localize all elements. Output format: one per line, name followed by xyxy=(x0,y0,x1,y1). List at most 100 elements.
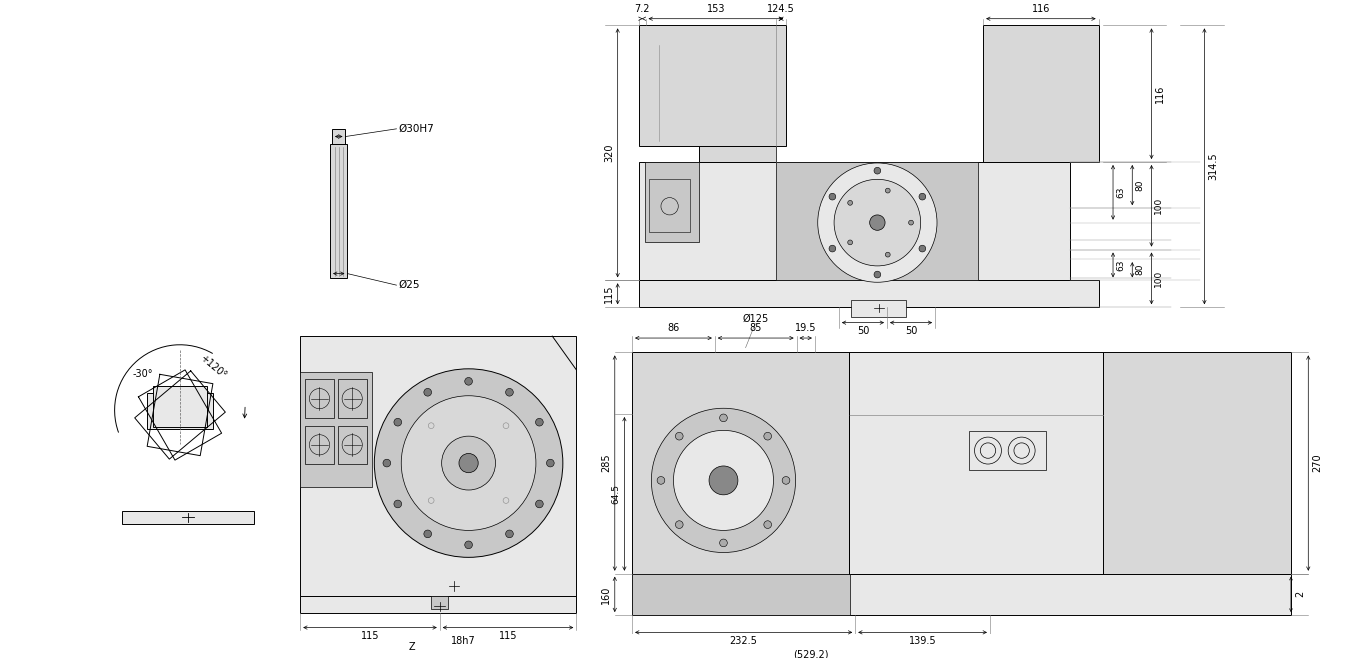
Text: 285: 285 xyxy=(601,454,611,472)
Circle shape xyxy=(384,459,390,467)
Bar xyxy=(148,393,212,430)
Text: 80: 80 xyxy=(1136,180,1144,191)
Text: -30°: -30° xyxy=(133,368,153,378)
Circle shape xyxy=(710,466,738,495)
Circle shape xyxy=(848,240,852,245)
Bar xyxy=(306,426,334,464)
Bar xyxy=(645,162,700,242)
Text: 19.5: 19.5 xyxy=(795,323,817,333)
Text: 232.5: 232.5 xyxy=(730,636,758,646)
Text: Ø125: Ø125 xyxy=(743,314,769,324)
Text: 115: 115 xyxy=(360,632,379,642)
Bar xyxy=(300,595,577,613)
Circle shape xyxy=(536,418,544,426)
Circle shape xyxy=(829,193,836,200)
Text: 314.5: 314.5 xyxy=(1208,153,1218,180)
Circle shape xyxy=(464,378,473,385)
Circle shape xyxy=(719,539,727,547)
Circle shape xyxy=(506,530,514,538)
Bar xyxy=(632,574,1291,615)
Circle shape xyxy=(401,395,536,530)
Circle shape xyxy=(908,220,914,225)
Bar xyxy=(848,353,1103,574)
Bar xyxy=(777,162,978,280)
Text: +120°: +120° xyxy=(197,353,227,381)
Circle shape xyxy=(834,180,921,266)
Bar xyxy=(153,386,207,426)
Bar xyxy=(700,145,777,162)
Circle shape xyxy=(829,245,836,252)
Text: 18h7: 18h7 xyxy=(451,636,475,646)
Text: 320: 320 xyxy=(604,143,614,162)
Circle shape xyxy=(919,193,926,200)
Bar xyxy=(122,511,253,524)
Bar xyxy=(969,432,1045,470)
Text: 80: 80 xyxy=(1136,264,1144,276)
Circle shape xyxy=(651,408,796,553)
Circle shape xyxy=(441,436,496,490)
Circle shape xyxy=(885,252,890,257)
Circle shape xyxy=(870,215,885,230)
Bar xyxy=(632,353,848,574)
Circle shape xyxy=(675,520,684,528)
Bar xyxy=(338,380,367,418)
Text: 124.5: 124.5 xyxy=(767,4,795,14)
Bar xyxy=(638,280,1099,307)
Bar xyxy=(306,380,334,418)
Bar xyxy=(984,26,1099,162)
Circle shape xyxy=(395,500,401,508)
Text: 116: 116 xyxy=(1155,84,1166,103)
Circle shape xyxy=(874,167,881,174)
Circle shape xyxy=(675,432,684,440)
Text: 50: 50 xyxy=(856,326,869,336)
Text: Z: Z xyxy=(410,642,415,652)
Circle shape xyxy=(719,414,727,422)
Bar xyxy=(300,336,577,595)
Bar xyxy=(332,130,345,143)
Text: 153: 153 xyxy=(707,4,725,14)
Text: 63: 63 xyxy=(1117,187,1125,198)
Circle shape xyxy=(423,388,432,396)
Text: 270: 270 xyxy=(1312,454,1322,472)
Text: 7.2: 7.2 xyxy=(634,4,649,14)
Bar xyxy=(638,162,1070,280)
Bar xyxy=(338,426,367,464)
Bar xyxy=(300,372,373,487)
Circle shape xyxy=(547,459,555,467)
Circle shape xyxy=(782,476,790,484)
Bar xyxy=(851,299,906,317)
Circle shape xyxy=(658,476,664,484)
Circle shape xyxy=(506,388,514,396)
Text: Ø30H7: Ø30H7 xyxy=(399,124,434,134)
Text: 115: 115 xyxy=(604,284,614,303)
Text: 2: 2 xyxy=(1295,592,1304,597)
Circle shape xyxy=(395,418,401,426)
Circle shape xyxy=(464,541,473,549)
Text: 100: 100 xyxy=(1155,270,1163,287)
Circle shape xyxy=(885,188,890,193)
Text: 85: 85 xyxy=(749,323,762,333)
Text: 63: 63 xyxy=(1117,259,1125,270)
Bar xyxy=(432,595,448,609)
Circle shape xyxy=(459,453,478,472)
Text: 50: 50 xyxy=(904,326,918,336)
Circle shape xyxy=(874,271,881,278)
Circle shape xyxy=(764,432,771,440)
Circle shape xyxy=(536,500,544,508)
Circle shape xyxy=(423,530,432,538)
Bar xyxy=(638,26,786,145)
Circle shape xyxy=(764,520,771,528)
Text: 64.5: 64.5 xyxy=(611,484,621,504)
Bar xyxy=(632,574,851,615)
Text: 160: 160 xyxy=(601,585,611,603)
Circle shape xyxy=(674,430,774,530)
Circle shape xyxy=(374,369,563,557)
Text: 100: 100 xyxy=(1155,197,1163,215)
Text: 115: 115 xyxy=(499,632,518,642)
Text: 116: 116 xyxy=(1032,4,1049,14)
Text: 139.5: 139.5 xyxy=(908,636,936,646)
Bar xyxy=(851,170,885,197)
Bar xyxy=(649,180,690,232)
Text: 86: 86 xyxy=(667,323,680,333)
Circle shape xyxy=(919,245,926,252)
